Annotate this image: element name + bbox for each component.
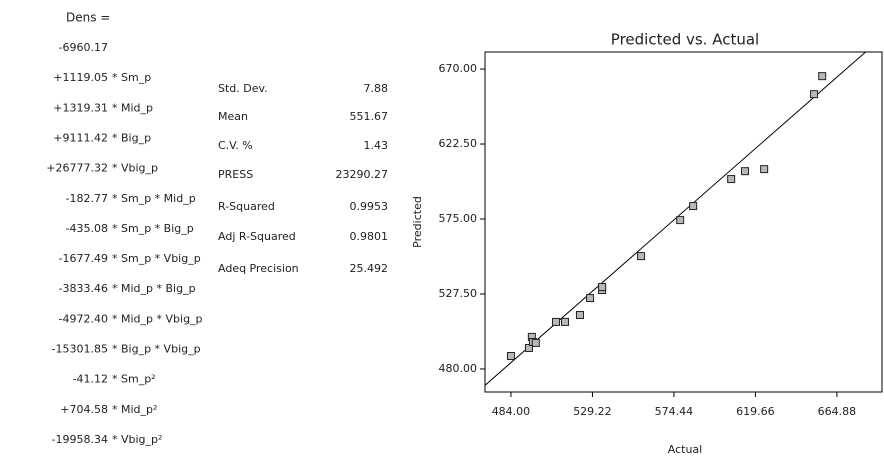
point: [586, 294, 595, 303]
point: [561, 317, 570, 326]
term: * Sm_p: [112, 71, 151, 84]
y-axis-label: Predicted: [411, 196, 424, 248]
coefficient: +26777.32: [46, 162, 108, 175]
x-tick-label: 574.44: [655, 405, 694, 418]
y-tick-label: 527.50: [439, 287, 478, 300]
point: [575, 310, 584, 319]
term: * Mid_p²: [112, 403, 157, 416]
stat-value: 0.9953: [350, 200, 389, 213]
coefficient: -1677.49: [59, 252, 108, 265]
x-tick-label: 529.22: [573, 405, 612, 418]
term: * Big_p * Vbig_p: [112, 343, 201, 356]
point: [689, 202, 698, 211]
x-axis-label: Actual: [668, 443, 702, 456]
coefficient: +704.58: [60, 403, 108, 416]
stat-label: Adj R-Squared: [218, 230, 296, 243]
point: [506, 352, 515, 361]
point: [552, 317, 561, 326]
point: [741, 167, 750, 176]
coefficient: -15301.85: [52, 343, 108, 356]
coefficient: -435.08: [66, 222, 108, 235]
term: * Sm_p * Big_p: [112, 222, 194, 235]
point: [810, 90, 819, 99]
coefficient: -3833.46: [59, 282, 108, 295]
plot-frame: [484, 51, 883, 393]
stat-value: 25.492: [350, 262, 389, 275]
stat-value: 0.9801: [350, 230, 389, 243]
stat-label: Adeq Precision: [218, 262, 299, 275]
y-tick-label: 480.00: [439, 362, 478, 375]
coefficient: -182.77: [66, 192, 108, 205]
coefficient: +1319.31: [53, 101, 108, 114]
term: * Sm_p * Vbig_p: [112, 252, 201, 265]
term: * Vbig_p²: [112, 433, 162, 446]
equation-title: Dens =: [66, 11, 110, 25]
term: * Mid_p: [112, 101, 153, 114]
chart-title: Predicted vs. Actual: [611, 31, 759, 49]
point: [531, 338, 540, 347]
term: * Sm_p²: [112, 373, 156, 386]
reference-line: [484, 51, 866, 386]
term: * Sm_p * Mid_p: [112, 192, 196, 205]
coefficient: +9111.42: [53, 131, 108, 144]
stat-label: C.V. %: [218, 139, 253, 152]
coefficient: -19958.34: [52, 433, 108, 446]
stat-value: 551.67: [350, 110, 389, 123]
x-tick-label: 484.00: [492, 405, 531, 418]
x-tick-label: 619.66: [736, 405, 775, 418]
y-tick-label: 622.50: [439, 137, 478, 150]
coefficient: -41.12: [73, 373, 108, 386]
term: * Big_p: [112, 131, 151, 144]
stat-label: PRESS: [218, 168, 253, 181]
stat-label: Std. Dev.: [218, 82, 268, 95]
point: [676, 216, 685, 225]
term: * Vbig_p: [112, 162, 158, 175]
point: [760, 165, 769, 174]
coefficient: -6960.17: [59, 41, 108, 54]
stat-label: Mean: [218, 110, 248, 123]
stat-value: 23290.27: [336, 168, 389, 181]
point: [818, 72, 827, 81]
term: * Mid_p * Vbig_p: [112, 312, 203, 325]
point: [637, 252, 646, 261]
coefficient: -4972.40: [59, 312, 108, 325]
x-tick-label: 664.88: [818, 405, 857, 418]
point: [598, 283, 607, 292]
term: * Mid_p * Big_p: [112, 282, 196, 295]
stat-label: R-Squared: [218, 200, 275, 213]
y-tick-label: 670.00: [439, 62, 478, 75]
stat-value: 1.43: [364, 139, 389, 152]
y-tick-label: 575.00: [439, 212, 478, 225]
stat-value: 7.88: [364, 82, 389, 95]
coefficient: +1119.05: [53, 71, 108, 84]
point: [727, 175, 736, 184]
